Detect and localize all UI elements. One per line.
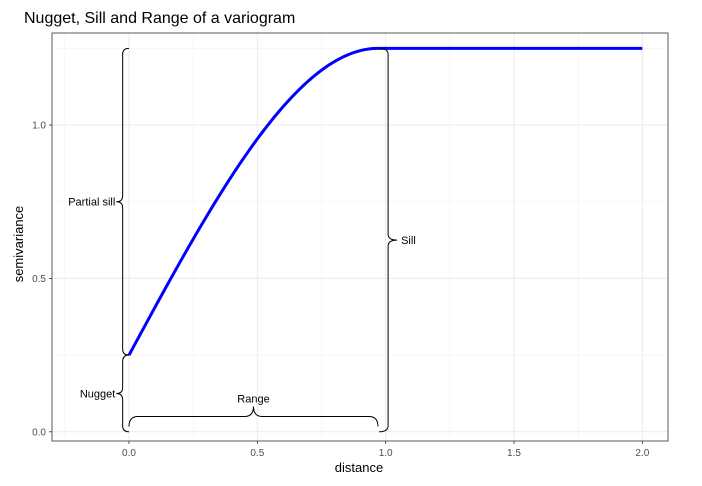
- major-gridlines: [52, 33, 668, 441]
- minor-gridlines: [52, 33, 668, 441]
- y-tick-label: 1.0: [32, 121, 46, 132]
- variogram-line: [127, 46, 643, 356]
- x-tick-label: 0.0: [122, 448, 136, 459]
- annotation-label-nugget: Nugget: [80, 388, 115, 400]
- brace-partial-sill: [116, 47, 130, 356]
- x-axis-title: distance: [335, 460, 383, 475]
- annotation-label-range: Range: [237, 394, 269, 406]
- plot-panel: [52, 33, 668, 441]
- plot-border: [51, 32, 669, 442]
- series-layer: [127, 46, 643, 356]
- y-tick-label: 0.0: [32, 427, 46, 438]
- annotation-layer: Nugget Partial sill Sill Range: [68, 47, 416, 433]
- brace-sill: [379, 47, 398, 433]
- x-tick-label: 1.5: [507, 448, 521, 459]
- x-tick-label: 2.0: [635, 448, 649, 459]
- brace-nugget: [116, 354, 130, 433]
- x-axis-ticks: 0.0 0.5 1.0 1.5 2.0: [122, 441, 650, 459]
- y-tick-label: 0.5: [32, 274, 46, 285]
- annotation-label-sill: Sill: [401, 235, 416, 247]
- annotation-label-partial-sill: Partial sill: [68, 197, 115, 209]
- y-axis-title: semivariance: [11, 206, 26, 283]
- x-tick-label: 1.0: [379, 448, 393, 459]
- y-axis-ticks: 0.0 0.5 1.0: [32, 121, 52, 438]
- chart-title: Nugget, Sill and Range of a variogram: [24, 10, 295, 27]
- x-tick-label: 0.5: [250, 448, 264, 459]
